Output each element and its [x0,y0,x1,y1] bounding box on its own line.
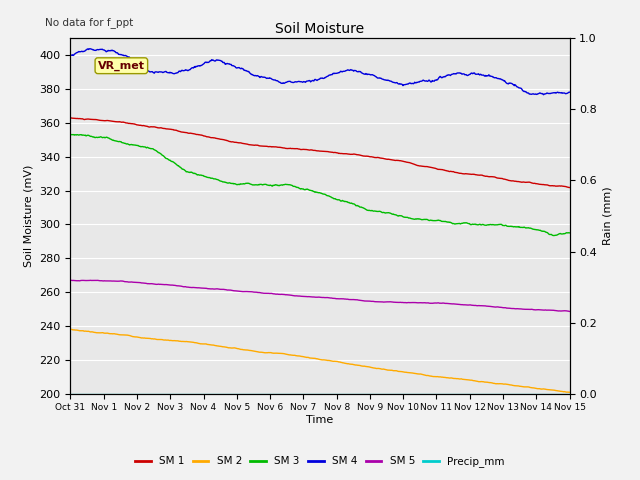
Legend: SM 1, SM 2, SM 3, SM 4, SM 5, Precip_mm: SM 1, SM 2, SM 3, SM 4, SM 5, Precip_mm [131,452,509,471]
Text: No data for f_ppt: No data for f_ppt [45,17,133,28]
Title: Soil Moisture: Soil Moisture [275,22,365,36]
Y-axis label: Rain (mm): Rain (mm) [603,187,612,245]
Text: VR_met: VR_met [98,60,145,71]
X-axis label: Time: Time [307,415,333,425]
Y-axis label: Soil Moisture (mV): Soil Moisture (mV) [24,165,34,267]
